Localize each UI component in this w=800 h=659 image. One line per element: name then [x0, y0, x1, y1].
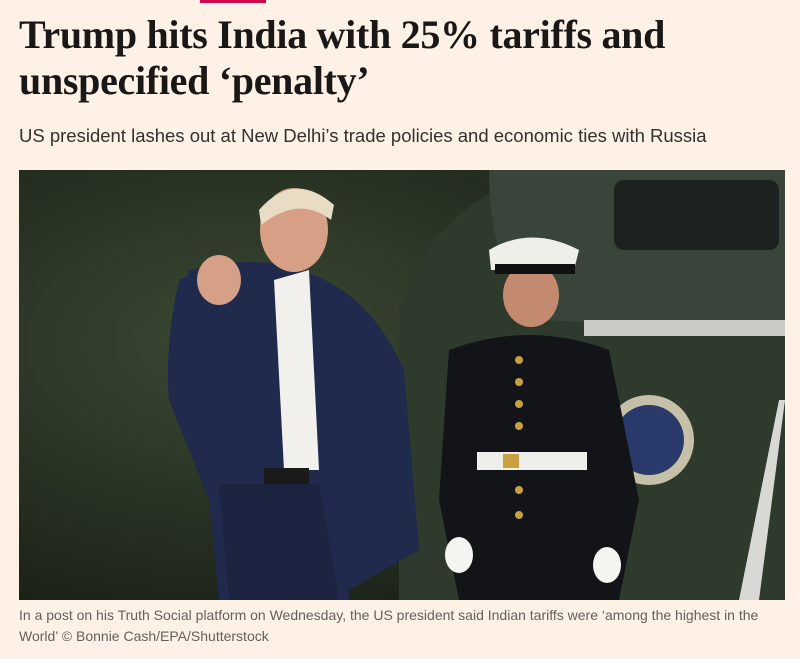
headline-line: Trump hits India with 25% tariffs and: [19, 12, 666, 57]
photo-caption: In a post on his Truth Social platform o…: [19, 607, 759, 644]
headline: Trump hits India with 25% tariffs and un…: [19, 12, 665, 104]
section-tag[interactable]: [200, 0, 266, 3]
photo[interactable]: [19, 170, 785, 600]
standfirst: US president lashes out at New Delhi’s t…: [19, 125, 707, 146]
headline-line: unspecified ‘penalty’: [19, 58, 370, 103]
